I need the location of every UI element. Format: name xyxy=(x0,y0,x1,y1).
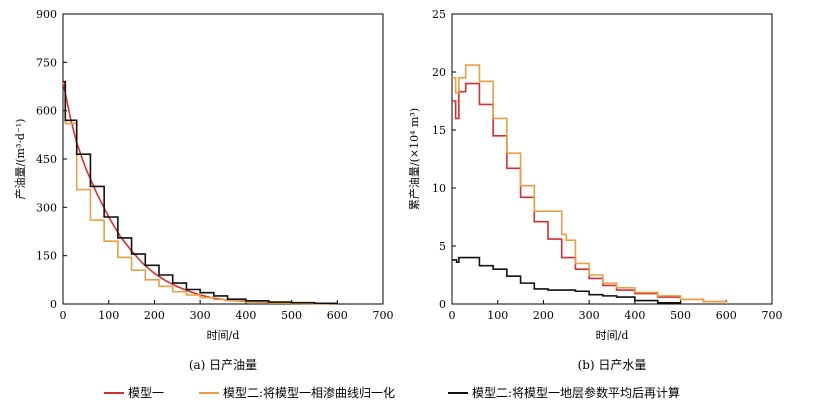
x-tick-label-b-6: 600 xyxy=(716,309,737,322)
legend-item-model1: 模型一 xyxy=(104,386,164,400)
y-tick-label-a-6: 900 xyxy=(36,8,57,21)
y-tick-label-b-4: 20 xyxy=(432,66,446,79)
y-tick-label-a-1: 150 xyxy=(36,250,57,263)
x-tick-label-a-4: 400 xyxy=(235,309,256,322)
plot-frame-b xyxy=(451,13,773,305)
x-tick-label-b-5: 500 xyxy=(670,309,691,322)
legend: 模型一 模型二:将模型一相渗曲线归一化 模型二:将模型一地层参数平均后再计算 xyxy=(104,385,680,400)
ticks-a: 0 100 200 300 400 500 600 700 0 150 300 450 600 750 90… xyxy=(36,8,394,322)
x-tick-label-b-7: 700 xyxy=(762,309,783,322)
x-tick-label-b-3: 300 xyxy=(579,309,600,322)
legend-label-model2-norm: 模型二:将模型一相渗曲线归一化 xyxy=(223,385,395,400)
plot-frame-a xyxy=(62,13,384,305)
x-tick-label-a-7: 700 xyxy=(373,309,394,322)
panel-b-daily-water: 0 100 200 300 400 500 600 700 0 5 10 15 20 25 时间/d 累产… xyxy=(407,8,783,372)
series-b xyxy=(452,64,728,304)
y-tick-label-b-5: 25 xyxy=(432,8,446,21)
panel-a-daily-oil: 0 100 200 300 400 500 600 700 0 150 300 450 600 750 90… xyxy=(13,8,394,372)
y-tick-label-a-5: 750 xyxy=(36,56,57,69)
y-tick-label-a-3: 450 xyxy=(36,153,57,166)
y-tick-label-b-0: 0 xyxy=(439,298,446,311)
series-line-b-model2-norm xyxy=(452,64,728,304)
x-tick-label-b-2: 200 xyxy=(533,309,554,322)
x-tick-label-b-0: 0 xyxy=(449,309,456,322)
y-axis-label-a: 产油量/(m³·d⁻¹) xyxy=(13,119,27,200)
x-tick-label-a-5: 500 xyxy=(281,309,302,322)
y-tick-label-b-1: 5 xyxy=(439,240,446,253)
x-axis-label-a: 时间/d xyxy=(207,329,240,342)
y-tick-label-a-0: 0 xyxy=(50,298,57,311)
series-line-a-model2-avg xyxy=(63,80,339,305)
y-axis-label-b: 累产油量/(×10⁴ m³) xyxy=(407,108,421,210)
series-a xyxy=(62,80,339,305)
x-axis-label-b: 时间/d xyxy=(596,329,629,342)
legend-item-model2-avg: 模型二:将模型一地层参数平均后再计算 xyxy=(448,385,680,400)
series-line-a-model2-norm xyxy=(63,82,339,305)
y-tick-label-a-4: 600 xyxy=(36,105,57,118)
x-tick-label-a-2: 200 xyxy=(144,309,165,322)
caption-a: (a) 日产油量 xyxy=(189,358,257,372)
legend-label-model1: 模型一 xyxy=(128,386,164,400)
y-tick-label-b-3: 15 xyxy=(432,124,446,137)
x-tick-label-a-3: 300 xyxy=(190,309,211,322)
x-tick-label-b-4: 400 xyxy=(624,309,645,322)
x-tick-label-a-1: 100 xyxy=(98,309,119,322)
y-tick-label-a-2: 300 xyxy=(36,201,57,214)
legend-label-model2-avg: 模型二:将模型一地层参数平均后再计算 xyxy=(472,385,680,400)
ticks-b: 0 100 200 300 400 500 600 700 0 5 10 15 20 25 xyxy=(432,8,783,322)
caption-b: (b) 日产水量 xyxy=(578,358,647,372)
y-tick-label-b-2: 10 xyxy=(432,182,446,195)
x-tick-label-b-1: 100 xyxy=(487,309,508,322)
legend-item-model2-norm: 模型二:将模型一相渗曲线归一化 xyxy=(199,385,395,400)
x-tick-label-a-6: 600 xyxy=(327,309,348,322)
x-tick-label-a-0: 0 xyxy=(60,309,67,322)
series-line-b-model2-avg xyxy=(452,256,682,304)
